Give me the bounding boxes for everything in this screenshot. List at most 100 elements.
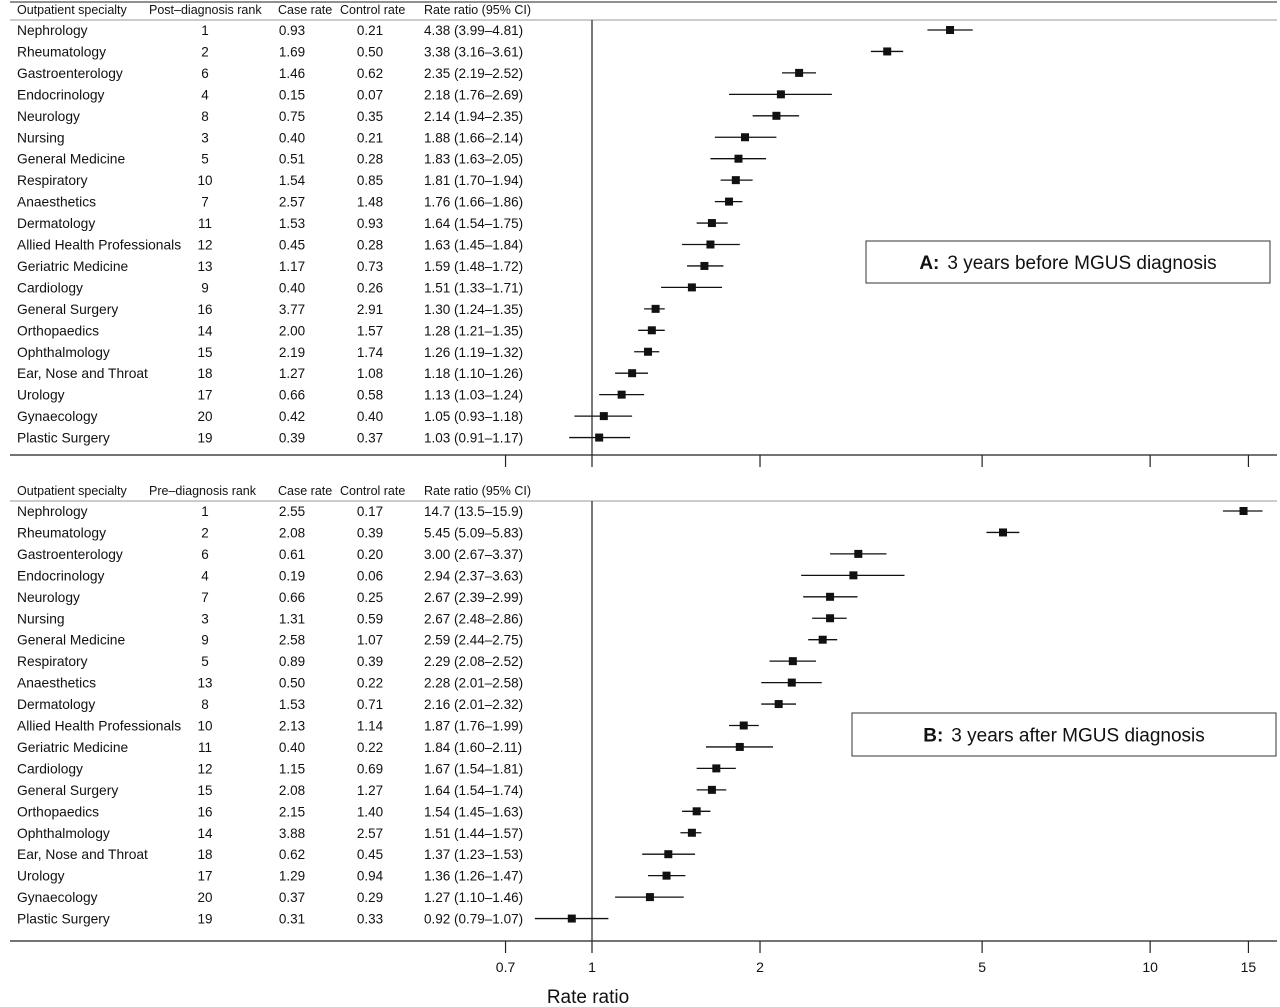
point-estimate (706, 240, 715, 249)
table-row: Orthopaedics 16 2.15 1.40 1.54 (1.45–1.63) (17, 804, 711, 819)
rate-ratio-label: 1.87 (1.76–1.99) (424, 719, 523, 734)
specialty-label: Endocrinology (17, 568, 105, 583)
specialty-label: Nephrology (17, 23, 88, 38)
control-rate-value: 0.28 (357, 238, 383, 253)
table-row: Geriatric Medicine 13 1.17 0.73 1.59 (1.48–1… (17, 259, 724, 274)
x-tick-label: 5 (978, 959, 986, 975)
control-rate-value: 0.37 (357, 431, 383, 446)
table-row: Dermatology 11 1.53 0.93 1.64 (1.54–1.75) (17, 216, 728, 231)
rate-ratio-label: 1.36 (1.26–1.47) (424, 869, 523, 884)
point-estimate (731, 176, 740, 185)
point-estimate (883, 47, 892, 56)
specialty-label: General Medicine (17, 152, 125, 167)
case-rate-value: 0.62 (279, 847, 305, 862)
x-tick-label: 0.7 (496, 959, 516, 975)
specialty-label: Gastroenterology (17, 547, 123, 562)
point-estimate (826, 614, 835, 623)
table-row: Urology 17 0.66 0.58 1.13 (1.03–1.24) (17, 388, 645, 403)
control-rate-value: 0.33 (357, 912, 383, 927)
specialty-label: Endocrinology (17, 87, 105, 102)
point-estimate (712, 764, 721, 773)
header-case-rate: Case rate (278, 3, 332, 17)
specialty-label: Ear, Nose and Throat (17, 847, 148, 862)
rank-value: 1 (201, 23, 209, 38)
control-rate-value: 0.73 (357, 259, 383, 274)
control-rate-value: 1.14 (357, 719, 384, 734)
table-row: Nephrology 1 0.93 0.21 4.38 (3.99–4.81) (17, 23, 973, 38)
control-rate-value: 1.57 (357, 323, 383, 338)
rank-value: 1 (201, 504, 209, 519)
specialty-label: Plastic Surgery (17, 912, 110, 927)
rate-ratio-label: 2.16 (2.01–2.32) (424, 697, 523, 712)
rank-value: 3 (201, 130, 209, 145)
rate-ratio-label: 1.76 (1.66–1.86) (424, 195, 523, 210)
control-rate-value: 0.71 (357, 697, 383, 712)
point-estimate (788, 657, 797, 666)
rank-value: 11 (198, 216, 212, 231)
panel-title: B: 3 years after MGUS diagnosis (923, 726, 1205, 747)
point-estimate (645, 893, 654, 902)
control-rate-value: 0.21 (357, 130, 383, 145)
specialty-label: Nephrology (17, 504, 88, 519)
control-rate-value: 0.25 (357, 590, 383, 605)
table-row: Ear, Nose and Throat 18 1.27 1.08 1.18 (1.10… (17, 366, 649, 381)
rate-ratio-label: 1.18 (1.10–1.26) (424, 366, 523, 381)
rank-value: 6 (201, 547, 209, 562)
specialty-label: Rheumatology (17, 525, 106, 540)
control-rate-value: 0.85 (357, 173, 383, 188)
point-estimate (647, 326, 656, 335)
case-rate-value: 0.42 (279, 409, 305, 424)
x-tick-label: 15 (1241, 959, 1257, 975)
specialty-label: Nursing (17, 611, 65, 626)
rate-ratio-label: 2.18 (1.76–2.69) (424, 87, 523, 102)
control-rate-value: 1.74 (357, 345, 384, 360)
table-row: Ear, Nose and Throat 18 0.62 0.45 1.37 (1.23… (17, 847, 696, 862)
rate-ratio-label: 2.59 (2.44–2.75) (424, 633, 523, 648)
rank-value: 13 (197, 259, 212, 274)
rate-ratio-label: 1.64 (1.54–1.75) (424, 216, 523, 231)
specialty-label: General Medicine (17, 633, 125, 648)
control-rate-value: 0.29 (357, 890, 383, 905)
rate-ratio-label: 1.37 (1.23–1.53) (424, 847, 523, 862)
rank-value: 11 (198, 740, 212, 755)
panel-title-text: 3 years before MGUS diagnosis (947, 253, 1216, 274)
control-rate-value: 1.40 (357, 804, 383, 819)
header-rank: Post–diagnosis rank (149, 3, 262, 17)
rank-value: 20 (197, 409, 212, 424)
case-rate-value: 2.15 (279, 804, 305, 819)
rate-ratio-label: 2.67 (2.39–2.99) (424, 590, 523, 605)
table-row: General Surgery 15 2.08 1.27 1.64 (1.54–1.74… (17, 783, 727, 798)
table-row: Cardiology 9 0.40 0.26 1.51 (1.33–1.71) (17, 280, 723, 295)
rank-value: 20 (197, 890, 212, 905)
table-row: Neurology 7 0.66 0.25 2.67 (2.39–2.99) (17, 590, 858, 605)
point-estimate (774, 700, 783, 709)
specialty-label: Neurology (17, 590, 80, 605)
case-rate-value: 1.53 (279, 697, 305, 712)
specialty-label: Anaesthetics (17, 676, 96, 691)
header-specialty: Outpatient specialty (17, 484, 128, 498)
rate-ratio-label: 1.05 (0.93–1.18) (424, 409, 523, 424)
control-rate-value: 0.39 (357, 654, 383, 669)
case-rate-value: 1.29 (279, 869, 305, 884)
table-row: Gynaecology 20 0.42 0.40 1.05 (0.93–1.18) (17, 409, 633, 424)
case-rate-value: 2.08 (279, 525, 305, 540)
specialty-label: Ophthalmology (17, 826, 110, 841)
rank-value: 9 (201, 633, 209, 648)
point-estimate (854, 549, 863, 558)
header-rate-ratio: Rate ratio (95% CI) (424, 3, 531, 17)
specialty-label: Ear, Nose and Throat (17, 366, 148, 381)
table-row: Urology 17 1.29 0.94 1.36 (1.26–1.47) (17, 869, 686, 884)
specialty-label: Dermatology (17, 697, 95, 712)
rank-value: 17 (197, 388, 212, 403)
point-estimate (595, 433, 604, 442)
case-rate-value: 2.08 (279, 783, 305, 798)
point-estimate (999, 528, 1008, 537)
rate-ratio-label: 0.92 (0.79–1.07) (424, 912, 523, 927)
table-row: Endocrinology 4 0.19 0.06 2.94 (2.37–3.63) (17, 568, 905, 583)
control-rate-value: 0.50 (357, 44, 383, 59)
x-axis-label: Rate ratio (547, 987, 629, 1007)
case-rate-value: 1.31 (279, 611, 305, 626)
point-estimate (707, 219, 716, 228)
rank-value: 5 (201, 152, 209, 167)
case-rate-value: 3.88 (279, 826, 305, 841)
